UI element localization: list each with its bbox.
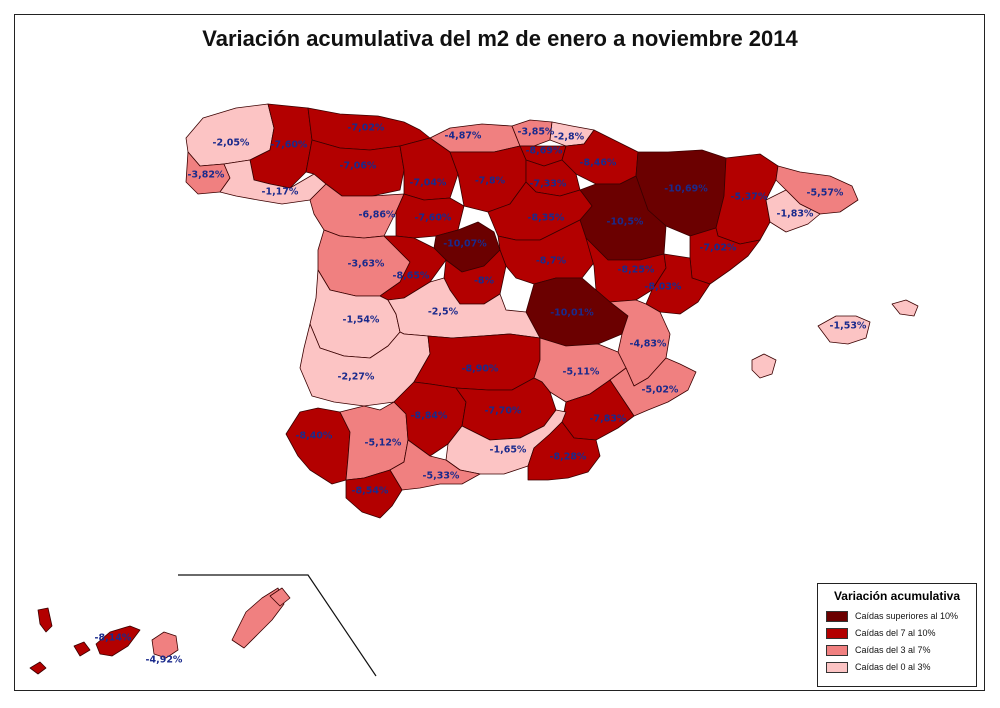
province-tarragona (689, 227, 761, 285)
province-label-soria: -8,35% (528, 213, 565, 224)
province-label-valladolid: -7,60% (415, 213, 452, 224)
province-las-palmas (231, 587, 285, 649)
province-label-cuenca: -10,01% (550, 308, 594, 319)
province-label-gipuzkoa: -2,8% (554, 132, 585, 143)
island-el-hierro (29, 661, 47, 675)
province-label-almeria: -8,28% (550, 452, 587, 463)
island-tenerife (95, 625, 141, 657)
province-illes-balears (817, 315, 871, 345)
province-label-zaragoza: -10,5% (607, 217, 644, 228)
province-label-avila: -8,65% (393, 271, 430, 282)
province-barcelona (765, 189, 821, 233)
canary-inset-border (178, 574, 377, 677)
province-label-guadalajara: -8,7% (536, 256, 567, 267)
province-girona (775, 165, 859, 215)
province-label-castellon: -8,03% (645, 282, 682, 293)
province-label-palencia: -7,04% (410, 178, 447, 189)
province-label-girona: -5,57% (807, 188, 844, 199)
province-label-santa-cruz-de-tenerife: -8,14% (95, 633, 132, 644)
province-lleida (715, 153, 779, 245)
legend-label-over10: Caídas superiores al 10% (855, 611, 959, 621)
province-castellon (645, 253, 711, 315)
province-label-burgos: -7,8% (475, 176, 506, 187)
province-almeria (527, 421, 601, 481)
province-label-jaen: -7,70% (485, 406, 522, 417)
province-santa-cruz-de-tenerife (37, 607, 53, 633)
province-label-barcelona: -1,83% (777, 209, 814, 220)
province-label-pontevedra: -3,82% (188, 170, 225, 181)
province-label-sevilla: -5,12% (365, 438, 402, 449)
province-label-leon: -7,06% (340, 161, 377, 172)
province-label-asturias: -7,02% (348, 123, 385, 134)
legend-swatch-3to7 (826, 644, 848, 656)
province-label-toledo: -2,5% (428, 307, 459, 318)
province-label-araba: -8,69% (526, 146, 563, 157)
province-label-a-coruna: -2,05% (213, 138, 250, 149)
province-label-illes-balears: -1,53% (830, 321, 867, 332)
legend: Variación acumulativa Caídas superiores … (817, 583, 977, 687)
province-label-valencia: -4,83% (630, 339, 667, 350)
island-gran-canaria (151, 631, 179, 659)
legend-row-over10: Caídas superiores al 10% (826, 610, 976, 622)
province-label-la-rioja: -7,33% (530, 179, 567, 190)
island-la-gomera (73, 641, 91, 657)
legend-row-3to7: Caídas del 3 al 7% (826, 644, 976, 656)
province-label-las-palmas: -4,92% (146, 655, 183, 666)
province-label-zamora: -6,86% (359, 210, 396, 221)
legend-swatch-0to3 (826, 661, 848, 673)
island-menorca (891, 299, 919, 317)
province-label-salamanca: -3,63% (348, 259, 385, 270)
province-label-bizkaia: -3,85% (518, 127, 555, 138)
province-label-madrid: -8% (474, 276, 495, 287)
province-label-murcia: -7,83% (590, 414, 627, 425)
province-label-segovia: -10,07% (443, 239, 487, 250)
legend-title: Variación acumulativa (833, 589, 961, 603)
province-label-ciudad-real: -8,90% (462, 364, 499, 375)
province-label-malaga: -5,33% (423, 471, 460, 482)
province-label-lugo: -7,60% (271, 140, 308, 151)
legend-swatch-over10 (826, 610, 848, 622)
province-label-caceres: -1,54% (343, 315, 380, 326)
province-label-teruel: -8,25% (618, 265, 655, 276)
province-label-albacete: -5,11% (563, 367, 600, 378)
province-leon (305, 139, 405, 197)
province-huelva (285, 407, 351, 485)
province-ciudad-real (413, 333, 541, 391)
province-label-huelva: -8,40% (296, 431, 333, 442)
province-label-huesca: -10,69% (664, 184, 708, 195)
province-label-cadiz: -8,54% (352, 486, 389, 497)
province-label-cordoba: -8,84% (411, 411, 448, 422)
province-label-granada: -1,65% (490, 445, 527, 456)
province-label-navarra: -8,46% (580, 158, 617, 169)
legend-swatch-7to10 (826, 627, 848, 639)
island-lanzarote (269, 587, 291, 607)
legend-label-3to7: Caídas del 3 al 7% (855, 645, 931, 655)
province-label-ourense: -1,17% (262, 187, 299, 198)
map-title: Variación acumulativa del m2 de enero a … (202, 26, 798, 51)
province-label-lleida: -5,37% (731, 192, 768, 203)
province-label-badajoz: -2,27% (338, 372, 375, 383)
legend-label-7to10: Caídas del 7 al 10% (855, 628, 936, 638)
province-label-tarragona: -7,02% (700, 243, 737, 254)
legend-row-7to10: Caídas del 7 al 10% (826, 627, 976, 639)
province-label-cantabria: -4,87% (445, 131, 482, 142)
province-cadiz (345, 469, 403, 519)
island-ibiza (751, 353, 777, 379)
province-label-alicante: -5,02% (642, 385, 679, 396)
legend-label-0to3: Caídas del 0 al 3% (855, 662, 931, 672)
legend-row-0to3: Caídas del 0 al 3% (826, 661, 976, 673)
